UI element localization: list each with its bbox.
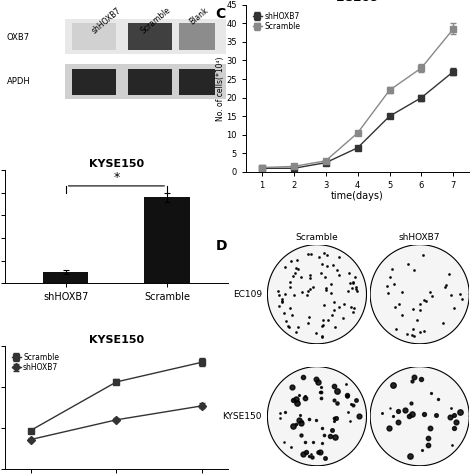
Bar: [65, 19, 226, 54]
Text: OXB7: OXB7: [7, 33, 30, 42]
Bar: [128, 69, 172, 95]
Title: KYSE150: KYSE150: [89, 159, 144, 169]
Text: shHOXB7: shHOXB7: [399, 233, 440, 242]
Text: Scramble: Scramble: [296, 233, 338, 242]
X-axis label: time(days): time(days): [331, 191, 384, 201]
Polygon shape: [267, 245, 366, 344]
Text: shHOXB7: shHOXB7: [90, 6, 122, 36]
Bar: [128, 23, 172, 50]
Text: *: *: [113, 171, 119, 184]
Polygon shape: [370, 245, 469, 344]
Bar: [144, 197, 190, 283]
Text: D: D: [216, 239, 227, 254]
Legend: shHOXB7, Scramble: shHOXB7, Scramble: [250, 9, 303, 34]
Polygon shape: [267, 367, 366, 466]
Text: EC109: EC109: [233, 290, 262, 299]
Text: KYSE150: KYSE150: [222, 412, 262, 421]
Bar: [72, 69, 117, 95]
Text: Scramble: Scramble: [139, 6, 172, 36]
Polygon shape: [370, 367, 469, 466]
Title: EC109: EC109: [336, 0, 380, 4]
Text: C: C: [216, 7, 226, 21]
Bar: [179, 69, 215, 95]
Legend: Scramble, shHOXB7: Scramble, shHOXB7: [9, 349, 62, 375]
Bar: [43, 272, 89, 283]
Text: APDH: APDH: [7, 77, 31, 86]
Bar: [179, 23, 215, 50]
Y-axis label: No. of cells(*10⁴): No. of cells(*10⁴): [216, 56, 225, 120]
Title: KYSE150: KYSE150: [89, 335, 144, 345]
Bar: [65, 64, 226, 100]
Bar: [72, 23, 117, 50]
Text: Blank: Blank: [188, 6, 210, 27]
